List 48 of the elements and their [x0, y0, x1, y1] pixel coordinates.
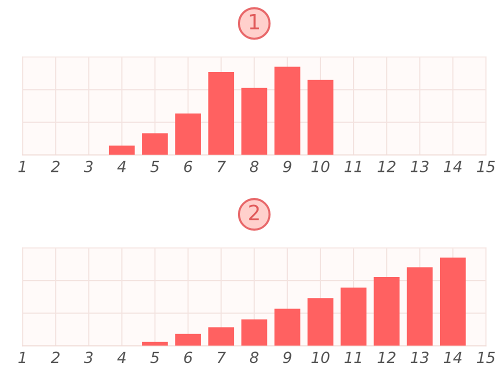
x-tick-label: 2 — [50, 160, 60, 172]
bar — [175, 113, 201, 155]
bar — [208, 327, 234, 346]
bar — [308, 80, 334, 155]
x-tick-label: 13 — [410, 160, 428, 172]
bar — [274, 66, 300, 155]
bar — [241, 88, 268, 155]
bar — [142, 133, 168, 155]
bar — [274, 308, 300, 346]
bar — [241, 319, 268, 346]
x-tick-label: 10 — [311, 352, 330, 364]
x-tick-label: 5 — [150, 352, 159, 364]
x-tick-label: 6 — [184, 160, 192, 172]
bar — [175, 334, 201, 346]
x-tick-label: 9 — [283, 352, 292, 364]
x-tick-label: 12 — [378, 352, 396, 363]
bar — [340, 288, 366, 346]
x-tick-label: 11 — [344, 352, 361, 363]
x-tick-label: 12 — [378, 160, 396, 172]
bar — [440, 258, 466, 346]
x-tick-label: 6 — [184, 352, 192, 364]
x-tick-label: 1 — [18, 352, 26, 363]
x-tick-label: 13 — [410, 352, 428, 364]
bar — [406, 267, 433, 346]
x-tick-label: 8 — [250, 352, 258, 364]
x-tick-label: 3 — [84, 352, 93, 364]
x-tick-label: 3 — [84, 160, 93, 172]
x-tick-label: 9 — [283, 160, 292, 172]
x-tick-label: 7 — [218, 160, 226, 172]
x-tick-label: 10 — [311, 160, 330, 172]
bar — [374, 277, 400, 346]
x-tick-label: 14 — [444, 352, 462, 363]
chart-title: 1 — [250, 14, 259, 30]
x-tick-label: 15 — [476, 352, 495, 364]
bar — [308, 298, 334, 346]
x-tick-label: 7 — [218, 352, 226, 363]
bar — [208, 72, 234, 155]
x-tick-label: 2 — [50, 352, 60, 363]
x-tick-label: 1 — [18, 160, 26, 172]
bar — [108, 146, 135, 155]
x-tick-label: 8 — [250, 160, 258, 172]
x-tick-label: 11 — [344, 160, 361, 172]
x-tick-label: 4 — [117, 352, 126, 363]
x-tick-label: 4 — [117, 160, 126, 172]
x-tick-label: 5 — [150, 160, 159, 172]
chart-title: 2 — [249, 204, 259, 220]
x-tick-label: 15 — [476, 160, 495, 172]
x-tick-label: 14 — [444, 160, 462, 172]
